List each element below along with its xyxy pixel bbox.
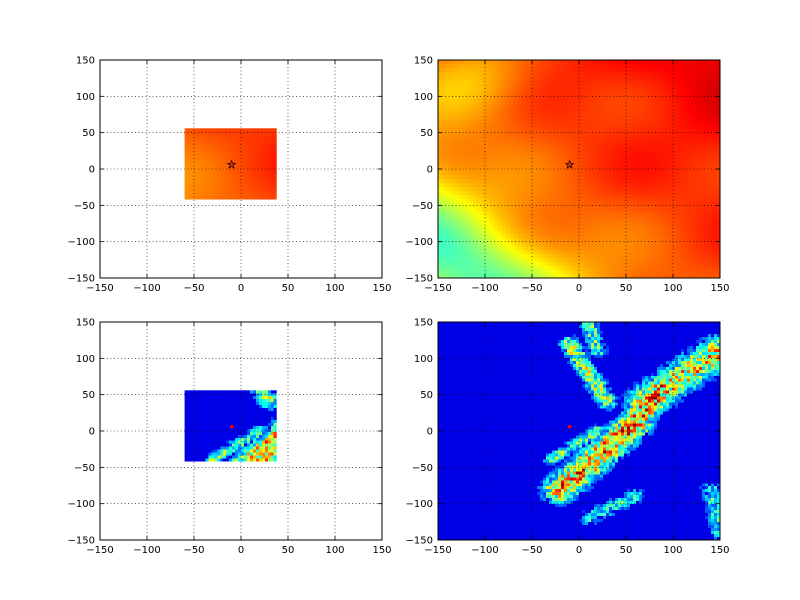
subplot-bottom-left: −150−150 −100 −100 −50 −50 0 0 50 50 100 100 150 150	[68, 318, 392, 557]
x-tick-label: −50	[183, 545, 204, 556]
x-tick-label: −100	[471, 545, 498, 556]
y-tick-label: 150	[414, 56, 433, 67]
y-tick-label: 150	[414, 318, 433, 329]
y-tick-label: 50	[420, 128, 433, 139]
x-tick-label: −100	[471, 283, 498, 294]
x-tick-label: 100	[663, 545, 682, 556]
star-marker	[226, 159, 237, 169]
x-tick-label: 150	[710, 283, 729, 294]
x-tick-label: −100	[133, 283, 160, 294]
y-tick-label: −150	[68, 274, 95, 285]
x-tick-label: 150	[372, 283, 391, 294]
y-tick-label: 50	[82, 128, 95, 139]
x-tick-label: 150	[372, 545, 391, 556]
y-tick-label: 150	[76, 318, 95, 329]
x-tick-label: 50	[282, 283, 295, 294]
y-tick-label: 150	[76, 56, 95, 67]
x-tick-label: 0	[576, 545, 582, 556]
y-tick-label: −50	[412, 201, 433, 212]
y-tick-label: −100	[406, 237, 433, 248]
y-tick-label: −150	[68, 536, 95, 547]
y-tick-label: 0	[427, 165, 433, 176]
x-tick-label: 150	[710, 545, 729, 556]
y-tick-label: 0	[427, 427, 433, 438]
x-tick-label: 100	[325, 283, 344, 294]
y-tick-label: −100	[68, 499, 95, 510]
x-tick-label: 50	[620, 545, 633, 556]
x-tick-label: −50	[521, 283, 542, 294]
x-tick-label: −150	[424, 545, 451, 556]
x-tick-label: 50	[620, 283, 633, 294]
y-tick-label: −50	[74, 463, 95, 474]
y-tick-label: −50	[412, 463, 433, 474]
x-tick-label: −50	[183, 283, 204, 294]
y-tick-label: −50	[74, 201, 95, 212]
x-tick-label: −50	[521, 545, 542, 556]
point-marker	[567, 424, 572, 429]
x-tick-label: −150	[86, 283, 113, 294]
x-tick-label: −150	[86, 545, 113, 556]
y-tick-label: 100	[76, 92, 95, 103]
x-tick-label: 0	[576, 283, 582, 294]
x-tick-label: 0	[238, 283, 244, 294]
x-tick-label: −150	[424, 283, 451, 294]
y-tick-label: 0	[89, 165, 95, 176]
x-tick-label: 50	[282, 545, 295, 556]
x-tick-label: 100	[325, 545, 344, 556]
point-marker	[229, 424, 234, 429]
y-tick-label: 100	[76, 354, 95, 365]
subplot-bottom-right: −150−150 −100 −100 −50 −50 0 0 50 50 100 100 150 150	[406, 318, 730, 557]
star-marker	[564, 159, 575, 169]
subplot-top-left: −150−150 −100 −100 −50 −50 0 0 50 50 100 100 150 150	[68, 56, 392, 295]
y-tick-label: −150	[406, 536, 433, 547]
x-tick-label: 0	[238, 545, 244, 556]
y-tick-label: −100	[406, 499, 433, 510]
x-tick-label: −100	[133, 545, 160, 556]
y-tick-label: 50	[82, 390, 95, 401]
y-tick-label: 100	[414, 354, 433, 365]
y-tick-label: 0	[89, 427, 95, 438]
y-tick-label: 50	[420, 390, 433, 401]
y-tick-label: −150	[406, 274, 433, 285]
subplot-top-right: −150−150 −100 −100 −50 −50 0 0 50 50 100 100 150 150	[406, 56, 730, 295]
y-tick-label: 100	[414, 92, 433, 103]
x-tick-label: 100	[663, 283, 682, 294]
y-tick-label: −100	[68, 237, 95, 248]
